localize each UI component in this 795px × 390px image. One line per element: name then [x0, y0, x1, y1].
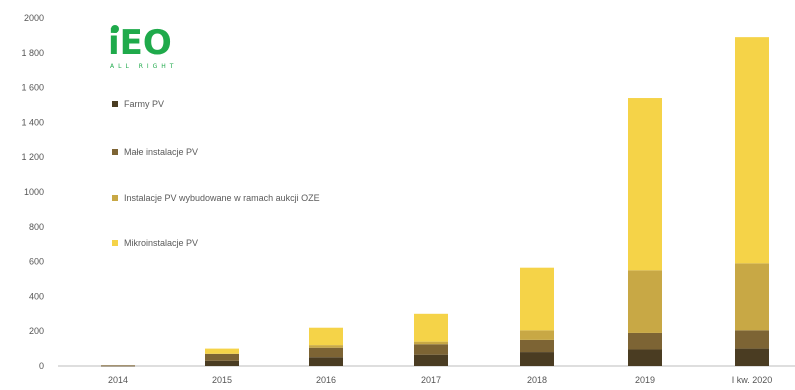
bars [101, 37, 769, 367]
bar-segment [520, 352, 554, 366]
legend-label: Mikroinstalacje PV [124, 238, 198, 248]
y-axis: 0 200 400 600 800 1000 1 200 1 400 1 600 1 800 200… [21, 13, 44, 371]
bar-segment [414, 341, 448, 345]
bar-segment [735, 263, 769, 331]
bar-segment [414, 344, 448, 355]
x-tick-label: 2019 [635, 375, 655, 385]
bar-segment [309, 347, 343, 358]
bar-segment [101, 365, 135, 367]
x-tick-label: 2014 [108, 375, 128, 385]
y-tick-label: 1 200 [21, 152, 44, 162]
y-tick-label: 1000 [24, 187, 44, 197]
x-axis-labels: 2014 2015 2016 2017 2018 2019 I kw. 2020 [108, 375, 772, 385]
bar-segment [628, 349, 662, 366]
bar-segment [735, 330, 769, 349]
bar-segment [414, 354, 448, 366]
legend-swatch [112, 240, 118, 246]
logo-subtitle: ALL RIGHT [110, 63, 177, 70]
x-tick-label: 2016 [316, 375, 336, 385]
legend-label: Farmy PV [124, 99, 164, 109]
bar-segment [628, 332, 662, 350]
logo-text: iEO [108, 23, 172, 63]
y-tick-label: 800 [29, 222, 44, 232]
bar-segment [735, 348, 769, 366]
bar-segment [205, 360, 239, 366]
y-tick-label: 600 [29, 257, 44, 267]
y-tick-label: 200 [29, 326, 44, 336]
legend-swatch [112, 149, 118, 155]
bar-segment [205, 353, 239, 361]
y-tick-label: 1 600 [21, 83, 44, 93]
bar-segment [628, 270, 662, 333]
y-tick-label: 400 [29, 291, 44, 301]
legend-label: Małe instalacje PV [124, 147, 198, 157]
bar-segment [309, 327, 343, 346]
bar-segment [520, 267, 554, 331]
legend-label: Instalacje PV wybudowane w ramach aukcji… [124, 193, 320, 203]
bar-segment [205, 348, 239, 354]
bar-segment [735, 37, 769, 264]
bar-segment [520, 339, 554, 353]
y-tick-label: 0 [39, 361, 44, 371]
logo-dot [111, 25, 119, 33]
bar-segment [309, 345, 343, 348]
y-tick-label: 1 400 [21, 117, 44, 127]
legend-swatch [112, 195, 118, 201]
x-tick-label: 2018 [527, 375, 547, 385]
bar-segment [520, 330, 554, 340]
ieo-logo: iEO ALL RIGHT [108, 23, 177, 70]
y-tick-label: 1 800 [21, 48, 44, 58]
bar-segment [628, 98, 662, 271]
legend: Farmy PV Małe instalacje PV Instalacje PV … [112, 99, 320, 248]
x-tick-label: 2017 [421, 375, 441, 385]
legend-swatch [112, 101, 118, 107]
x-tick-label: 2015 [212, 375, 232, 385]
bar-segment [309, 357, 343, 366]
x-tick-label: I kw. 2020 [732, 375, 773, 385]
bar-segment [414, 313, 448, 342]
y-tick-label: 2000 [24, 13, 44, 23]
